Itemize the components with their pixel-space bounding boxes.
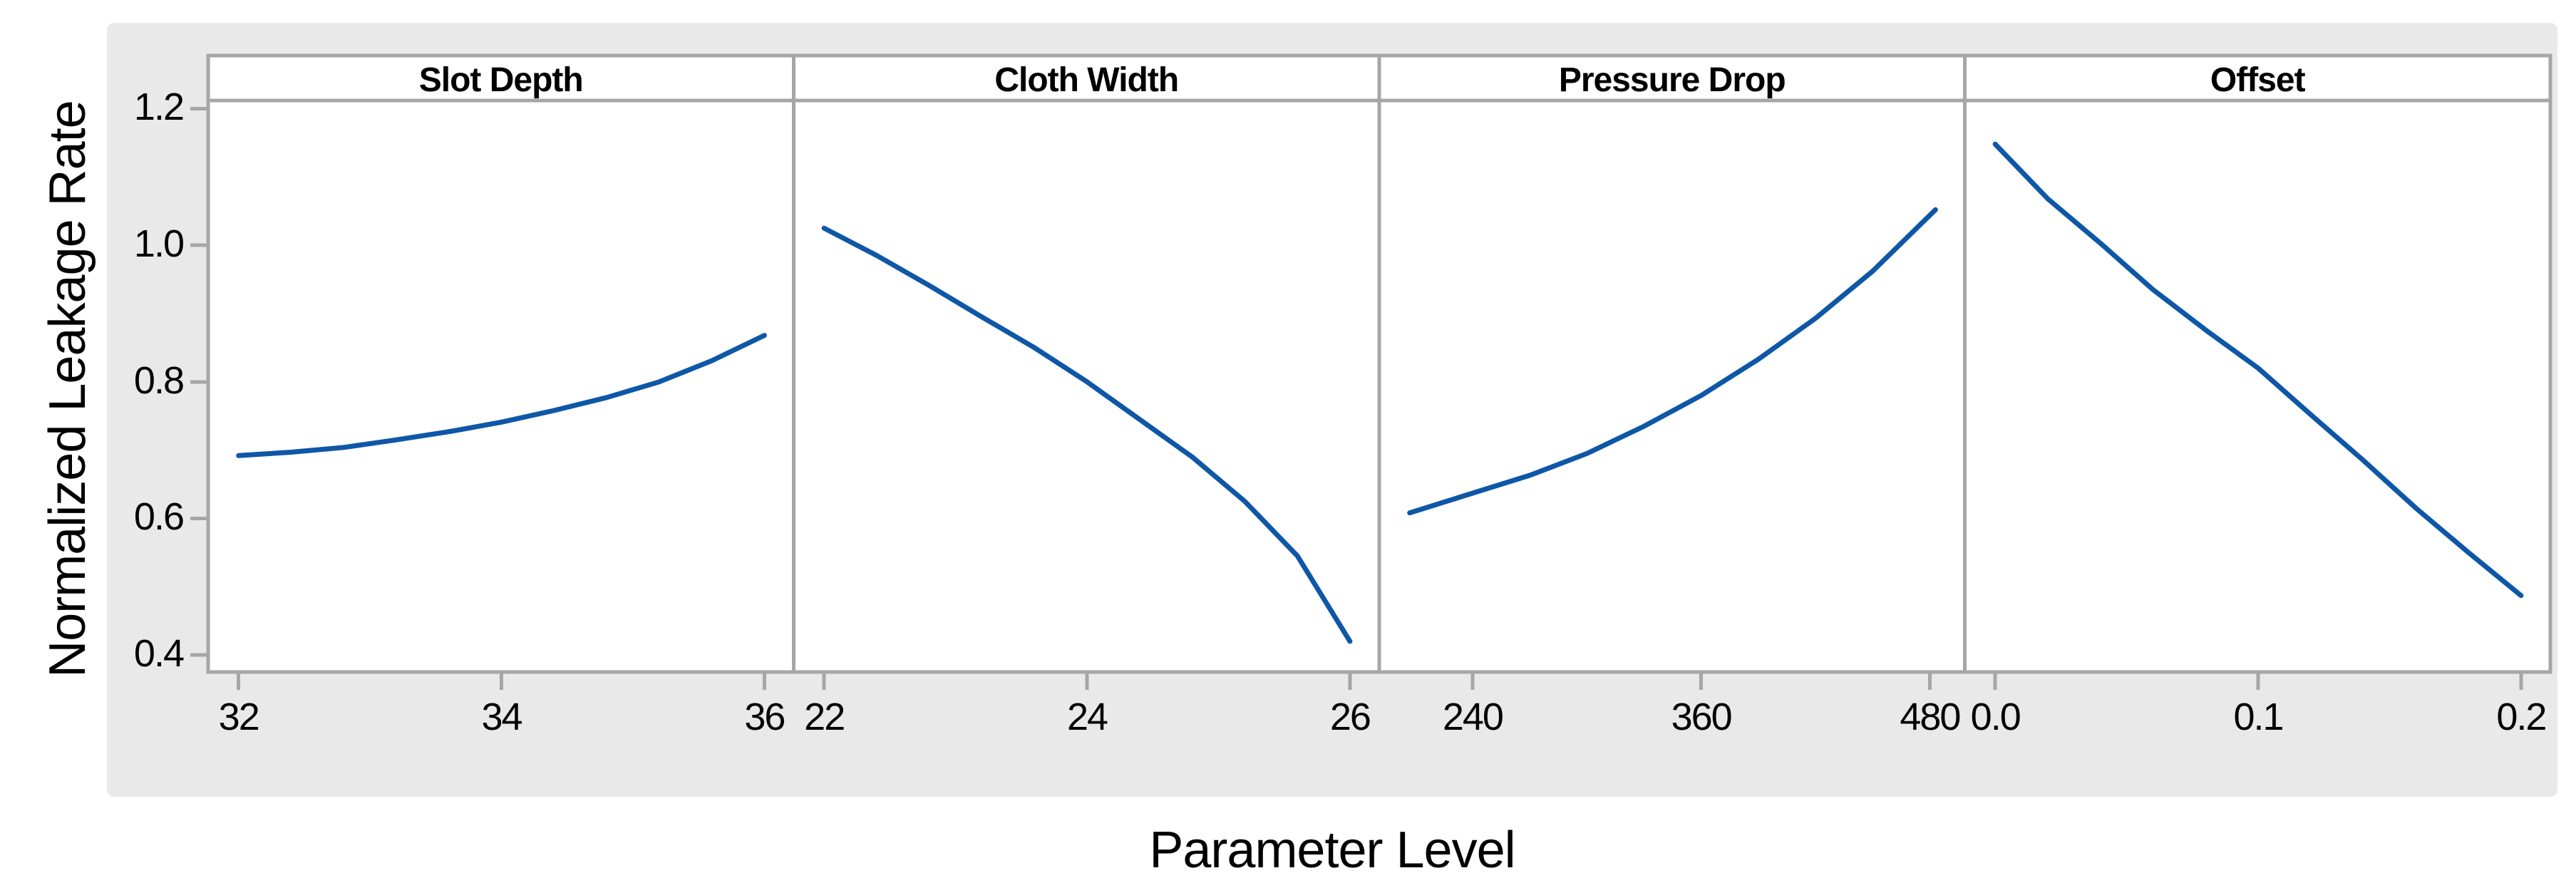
x-tick-label: 240 [1442, 696, 1504, 738]
x-tick-label: 36 [744, 696, 785, 738]
curve-cloth-width [821, 225, 1353, 644]
y-tick-label: 0.8 [133, 358, 185, 402]
panel-header-pressure-drop: Pressure Drop [1558, 61, 1786, 99]
panel-header-cloth-width: Cloth Width [994, 61, 1179, 99]
x-tick-label: 0.2 [2496, 696, 2547, 738]
x-tick-label: 24 [1067, 696, 1108, 738]
curve-offset [1992, 141, 2524, 599]
x-tick-label: 32 [218, 696, 260, 738]
x-tick-label: 360 [1671, 696, 1733, 738]
x-tick-label: 26 [1329, 696, 1371, 738]
x-tick-label: 0.0 [1970, 696, 2021, 738]
y-tick-label: 1.2 [133, 86, 185, 129]
y-tick-label: 1.0 [133, 222, 185, 266]
y-tick-label: 0.6 [133, 495, 185, 539]
panel-header-slot-depth: Slot Depth [418, 61, 584, 99]
x-tick-label: 480 [1900, 696, 1961, 738]
curve-pressure-drop [1407, 207, 1938, 516]
y-axis-title: Normalized Leakage Rate [39, 100, 96, 678]
curve-slot-depth [236, 333, 767, 458]
y-tick-label: 0.4 [133, 632, 185, 676]
x-tick-label: 34 [481, 696, 523, 738]
x-tick-label: 22 [804, 696, 845, 738]
x-axis-title: Parameter Level [1149, 822, 1515, 878]
x-tick-label: 0.1 [2233, 696, 2284, 738]
panel-header-offset: Offset [2210, 61, 2306, 99]
